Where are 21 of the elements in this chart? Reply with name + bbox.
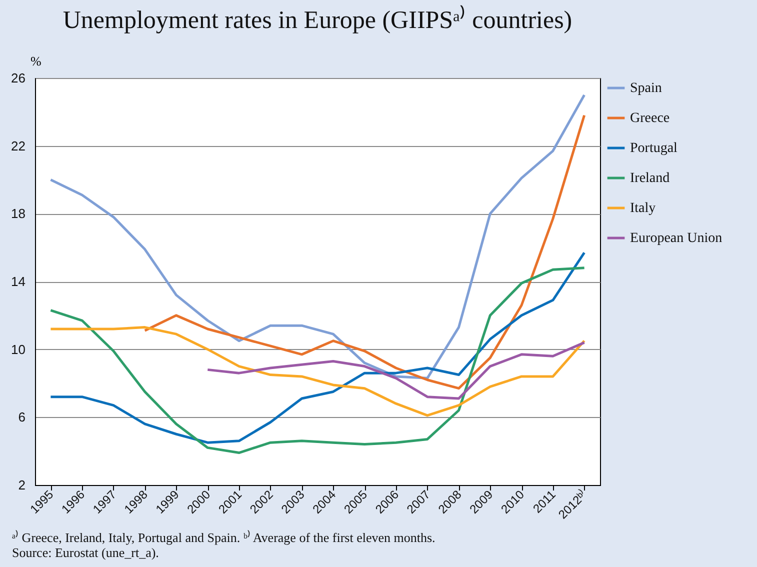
y-tick-label: 22 — [11, 138, 26, 154]
line-series — [49, 326, 586, 417]
y-tick-label: 14 — [11, 274, 26, 289]
y-tick-label: 2 — [18, 478, 26, 492]
chart-title: Unemployment rates in Europe (GIIPSᵃ⁾ countries) — [62, 5, 572, 34]
y-tick-label: 18 — [11, 206, 26, 222]
y-axis-title: % — [30, 54, 42, 68]
legend-label: Ireland — [630, 171, 670, 186]
legend-label: Italy — [630, 201, 656, 216]
legend-label: Greece — [630, 111, 670, 126]
source-note: Source: Eurostat (une_rt_a). — [12, 545, 160, 560]
line-series — [144, 114, 586, 390]
legend-label: Spain — [630, 81, 662, 96]
line-series — [206, 341, 586, 400]
line-series — [49, 94, 586, 380]
y-tick-label: 10 — [11, 342, 26, 357]
legend-label: European Union — [630, 231, 722, 246]
legend-label: Portugal — [630, 141, 678, 156]
y-tick-label: 26 — [11, 70, 26, 86]
text: ᵃ⁾ Greece, Ireland, Italy, Portugal and Spain. ᵇ⁾ Average of the first eleven months. — [12, 530, 436, 545]
y-tick-label: 6 — [18, 410, 26, 425]
